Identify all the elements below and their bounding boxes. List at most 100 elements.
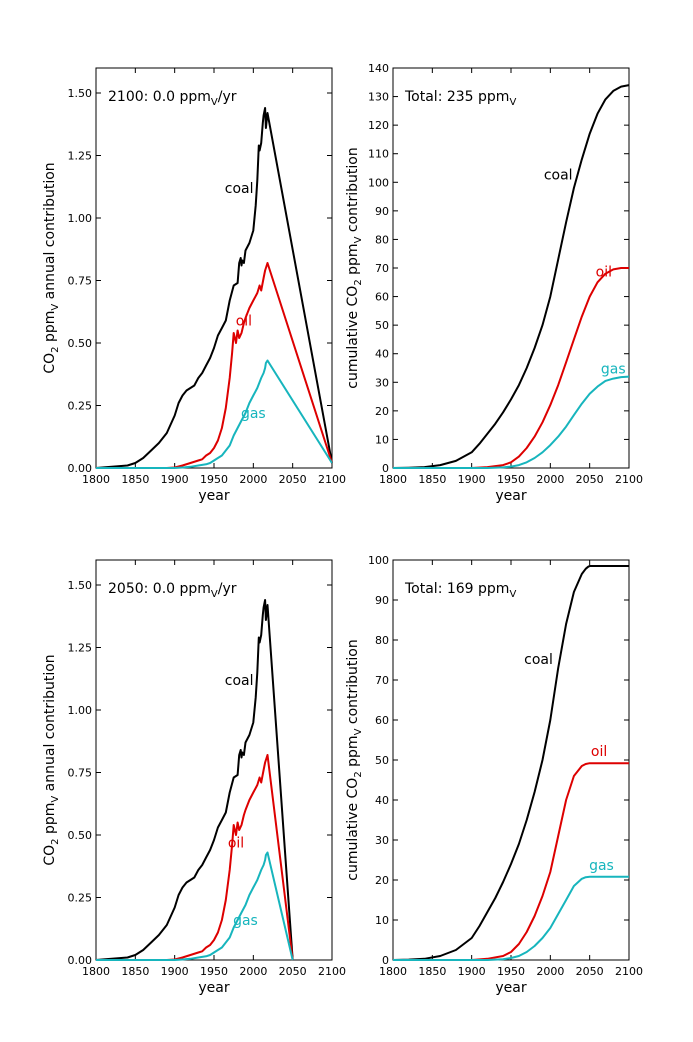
panel-annotation: 2100: 0.0 ppmV/yr (108, 89, 237, 108)
y-axis-label: CO2 ppmV annual contribution (42, 162, 61, 373)
y-tick-label: 60 (375, 714, 389, 727)
y-axis-label: CO2 ppmV annual contribution (42, 654, 61, 865)
y-tick-label: 30 (375, 834, 389, 847)
y-axis-label: cumulative CO2 ppmV contribution (345, 147, 364, 388)
y-tick-label: 0.75 (68, 767, 93, 780)
y-tick-label: 0.00 (68, 462, 93, 475)
series-label-coal: coal (524, 652, 553, 668)
y-tick-label: 0.25 (68, 892, 93, 905)
y-tick-label: 1.25 (68, 150, 93, 163)
x-tick-label: 1800 (82, 473, 110, 486)
y-tick-label: 0.50 (68, 829, 93, 842)
y-tick-label: 0 (382, 462, 389, 475)
x-tick-label: 2100 (318, 473, 346, 486)
y-tick-label: 0.00 (68, 954, 93, 967)
y-tick-label: 1.50 (68, 87, 93, 100)
series-label-oil: oil (596, 265, 612, 281)
series-line-coal (95, 599, 294, 961)
x-tick-label: 2100 (615, 965, 643, 978)
x-tick-label: 2100 (615, 473, 643, 486)
x-tick-label: 2000 (239, 473, 267, 486)
x-tick-label: 1800 (82, 965, 110, 978)
series-label-coal: coal (225, 673, 254, 689)
y-tick-label: 100 (368, 554, 389, 567)
y-tick-label: 130 (368, 91, 389, 104)
y-tick-label: 50 (375, 754, 389, 767)
x-tick-label: 2050 (279, 965, 307, 978)
series-label-oil: oil (236, 314, 252, 330)
y-tick-label: 20 (375, 405, 389, 418)
x-tick-label: 1850 (121, 473, 149, 486)
chart-top-right: 1800 1850 1900 1950 2000 2050 2100 0 10 20 30 40 50 6… (345, 62, 643, 504)
panel-annotation: Total: 169 ppmV (404, 581, 516, 600)
series-label-gas: gas (233, 913, 258, 929)
y-tick-label: 1.00 (68, 212, 93, 225)
x-tick-label: 1800 (379, 473, 407, 486)
series-label-oil: oil (591, 744, 607, 760)
series-line-gas (393, 375, 630, 469)
series-line-oil (393, 267, 629, 469)
x-axis-label: year (495, 980, 526, 996)
x-tick-label: 2000 (536, 473, 564, 486)
y-tick-label: 1.25 (68, 642, 93, 655)
series-line-oil (96, 262, 333, 469)
x-tick-label: 1850 (418, 473, 446, 486)
x-tick-label: 2100 (318, 965, 346, 978)
x-tick-label: 1900 (161, 473, 189, 486)
x-tick-label: 1850 (418, 965, 446, 978)
panel-annotation: Total: 235 ppmV (404, 89, 516, 108)
x-tick-label: 1900 (458, 473, 486, 486)
x-tick-label: 1850 (121, 965, 149, 978)
series-label-coal: coal (225, 181, 254, 197)
y-tick-label: 80 (375, 233, 389, 246)
y-tick-label: 50 (375, 319, 389, 332)
y-tick-label: 70 (375, 674, 389, 687)
y-tick-label: 0.50 (68, 337, 93, 350)
x-tick-label: 2000 (239, 965, 267, 978)
panel-annotation: 2050: 0.0 ppmV/yr (108, 581, 237, 600)
series-line-oil (96, 754, 294, 961)
x-tick-label: 1950 (200, 965, 228, 978)
chart-top-left: 1800 1850 1900 1950 2000 2050 2100 0.00 0.25 0.50… (42, 67, 346, 504)
y-tick-label: 1.00 (68, 704, 93, 717)
y-tick-label: 10 (375, 914, 389, 927)
x-axis-label: year (198, 980, 229, 996)
series-label-gas: gas (241, 406, 266, 422)
y-tick-label: 110 (368, 148, 389, 161)
series-label-gas: gas (601, 362, 626, 378)
y-tick-label: 100 (368, 176, 389, 189)
y-tick-label: 120 (368, 119, 389, 132)
series-line-coal (392, 565, 629, 961)
y-tick-label: 30 (375, 376, 389, 389)
x-tick-label: 2000 (536, 965, 564, 978)
x-tick-label: 2050 (576, 965, 604, 978)
series-line-oil (393, 762, 629, 961)
x-tick-label: 2050 (576, 473, 604, 486)
x-tick-label: 1950 (200, 473, 228, 486)
plot-frame (392, 67, 630, 469)
y-tick-label: 70 (375, 262, 389, 275)
series-line-gas (96, 851, 294, 961)
y-tick-label: 40 (375, 348, 389, 361)
y-tick-label: 20 (375, 874, 389, 887)
y-tick-label: 140 (368, 62, 389, 75)
x-tick-label: 1950 (497, 473, 525, 486)
x-tick-label: 2050 (279, 473, 307, 486)
series-label-gas: gas (589, 858, 614, 874)
y-tick-label: 10 (375, 433, 389, 446)
y-tick-label: 90 (375, 594, 389, 607)
chart-bottom-right: 1800 1850 1900 1950 2000 2050 2100 0 10 20 30 40 50 6… (345, 554, 643, 996)
y-tick-label: 60 (375, 291, 389, 304)
chart-bottom-left: 1800 1850 1900 1950 2000 2050 2100 0.00 0.25 0.50… (42, 559, 346, 996)
plot-frame (95, 559, 333, 961)
y-tick-label: 0.75 (68, 275, 93, 288)
series-label-coal: coal (544, 167, 573, 183)
series-line-coal (95, 107, 333, 469)
y-tick-label: 0.25 (68, 400, 93, 413)
y-axis-label: cumulative CO2 ppmV contribution (345, 639, 364, 880)
series-label-oil: oil (228, 836, 244, 852)
x-axis-label: year (495, 488, 526, 504)
series-line-gas (96, 359, 333, 469)
y-tick-label: 0 (382, 954, 389, 967)
